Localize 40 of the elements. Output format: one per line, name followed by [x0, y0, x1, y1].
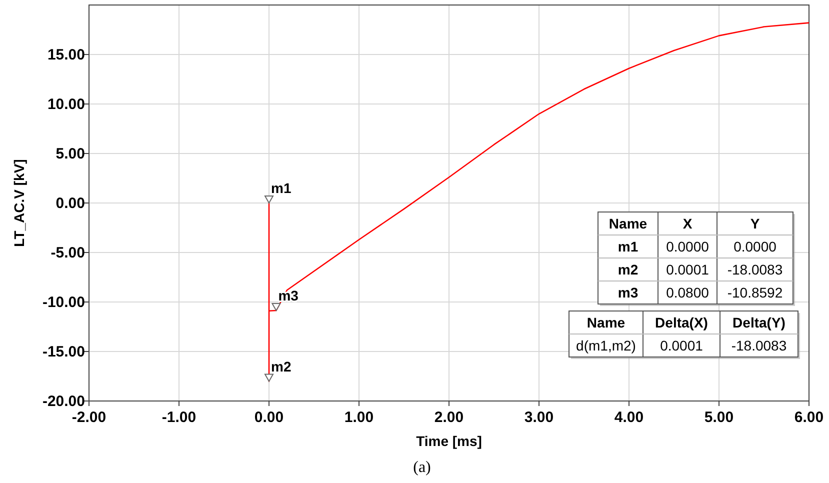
annotation: 0.0001: [660, 338, 704, 354]
x-tick-label: 1.00: [344, 409, 374, 426]
annotation: 0.0001: [666, 262, 710, 278]
annotation: Delta(X): [655, 314, 708, 330]
annotation: X: [682, 216, 693, 232]
x-tick-label: 5.00: [704, 409, 734, 426]
y-tick-label: 5.00: [56, 146, 85, 162]
y-tick-label: -15.00: [42, 344, 85, 360]
annotation: Y: [750, 216, 760, 232]
text: (a): [413, 459, 431, 476]
y-tick-label: -5.00: [50, 244, 85, 262]
annotation: m2: [271, 358, 292, 374]
x-tick-label: -1.00: [162, 409, 196, 426]
annotation: 0.0800: [666, 284, 710, 300]
y-tick-label: 10.00: [47, 96, 85, 113]
annotation: m2: [618, 262, 638, 278]
annotation: m1: [618, 238, 638, 254]
y-tick-label: 0.00: [56, 195, 85, 212]
x-tick-label: 3.00: [524, 409, 554, 426]
y-tick-label: -20.00: [42, 393, 85, 410]
x-tick-label: 0.00: [254, 409, 284, 426]
x-tick-label: 2.00: [434, 409, 464, 426]
annotation: Delta(Y): [732, 314, 786, 330]
x-tick-label: 4.00: [614, 409, 644, 426]
x-tick-label: 6.00: [794, 409, 824, 426]
annotation: -18.0083: [731, 338, 787, 354]
annotation: m3: [618, 284, 638, 300]
annotation: -18.0083: [727, 262, 783, 278]
annotation: 0.0000: [666, 238, 710, 254]
annotation: m1: [271, 180, 292, 196]
annotation: -10.8592: [727, 284, 783, 300]
y-tick-label: -10.00: [42, 294, 85, 311]
annotation: d(m1,m2): [576, 338, 636, 354]
y-axis-title: LT_AC.V [kV]: [11, 159, 27, 247]
y-tick-label: 15.00: [47, 46, 85, 64]
x-axis-title: Time [ms]: [416, 433, 482, 449]
annotation: Name: [586, 314, 626, 330]
annotation: Name: [608, 216, 648, 232]
x-tick-label: -2.00: [72, 409, 106, 426]
annotation: 0.0000: [734, 238, 777, 254]
